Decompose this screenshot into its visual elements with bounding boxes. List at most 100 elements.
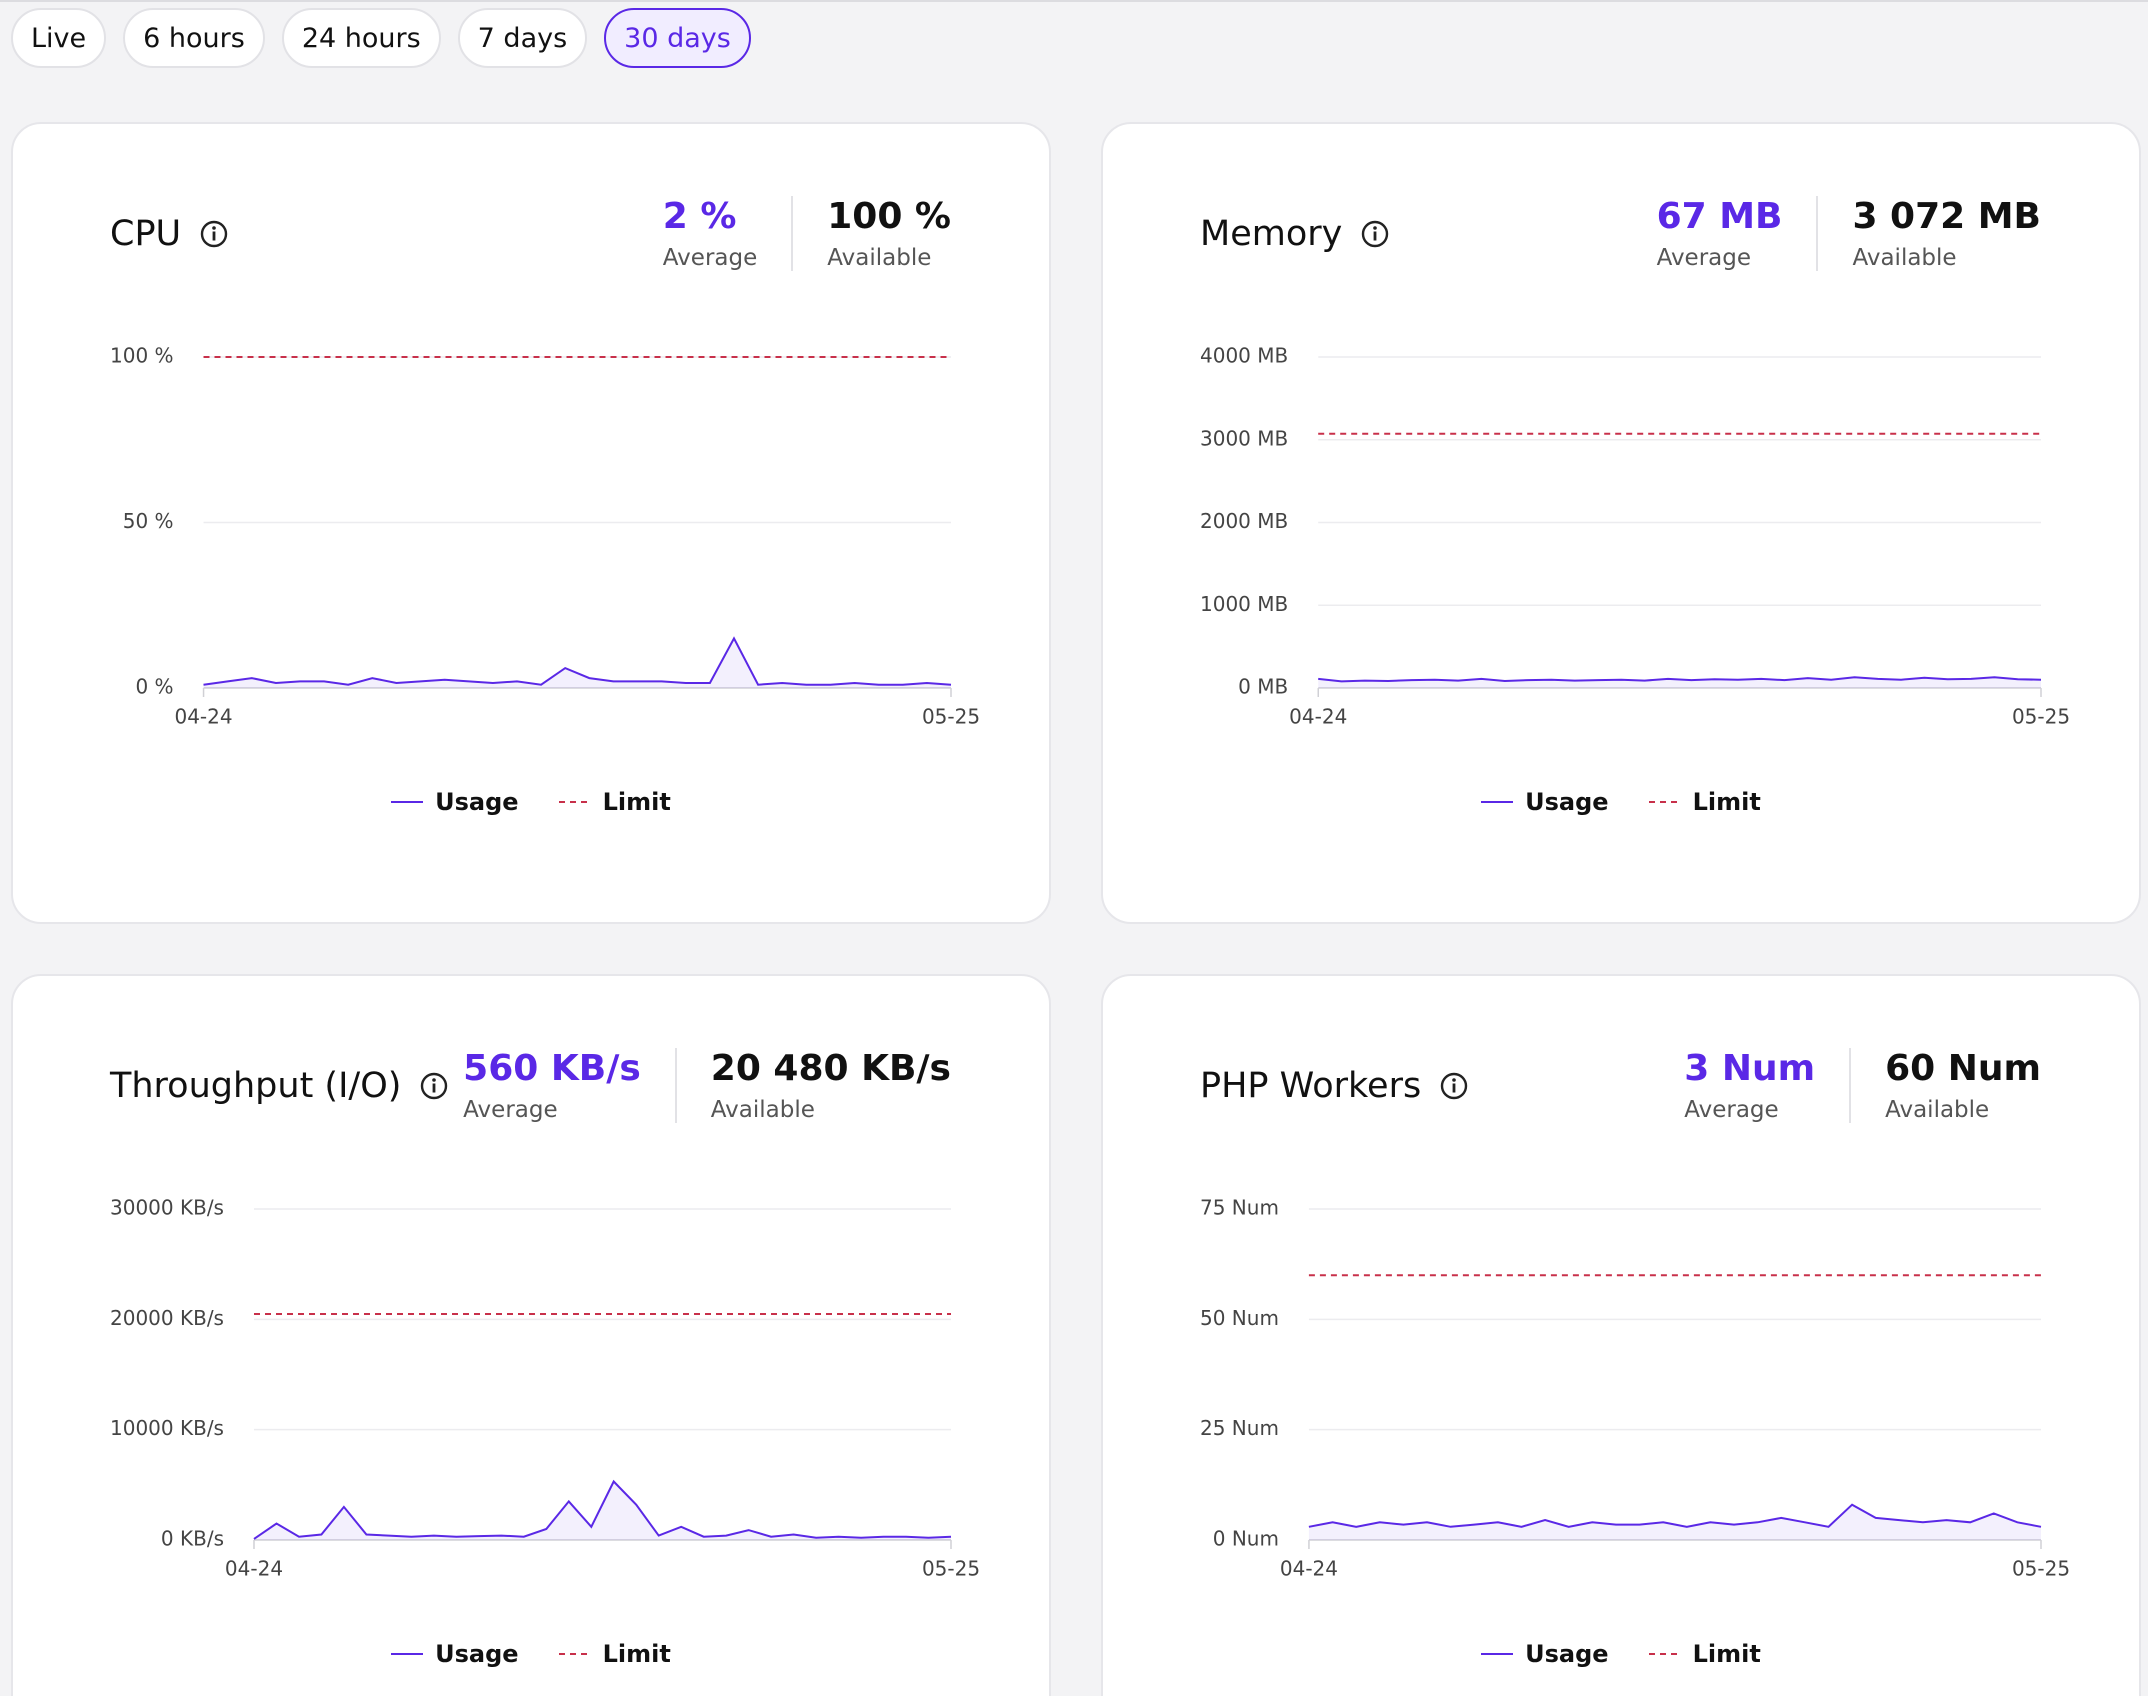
info-stem (433, 1083, 436, 1092)
stat-value: 3 Num (1684, 1048, 1816, 1089)
x-tick-label: 04-24 (174, 705, 232, 729)
range-tab[interactable]: 6 hours (123, 8, 265, 68)
chart: 0 MB 1000 MB 2000 MB 3000 MB 4000 MB 04-24 05-… (1200, 344, 2070, 729)
legend-swatch (391, 1653, 424, 1655)
stat: 67 MB Average (1657, 196, 1783, 271)
info-ring (200, 220, 228, 247)
legend-swatch (1481, 801, 1514, 803)
stat-label: Average (1656, 245, 1752, 271)
card-title: CPU (110, 214, 229, 254)
usage-area (1318, 677, 2041, 688)
stats: 67 MB Average 3 072 MB Available (1657, 196, 2041, 271)
range-tab[interactable]: 7 days (457, 8, 588, 68)
range-tabs: Live 6 hours 24 hours 7 days 30 days (11, 8, 751, 68)
stats: 3 Num Average 60 Num Available (1684, 1048, 2041, 1123)
legend-swatch (1481, 1653, 1514, 1655)
stats: 560 KB/s Average 20 480 KB/s Available (463, 1048, 951, 1123)
legend: Usage Limit (1103, 1640, 2139, 1668)
legend-swatch (558, 801, 591, 803)
stat: 20 480 KB/s Available (674, 1048, 951, 1123)
card-header: Throughput (I/O) 560 KB/s Average 20 480 KB… (110, 1048, 951, 1123)
metric-card: PHP Workers 3 Num Average 60 Num Available 0 … (1101, 974, 2141, 1696)
range-tab[interactable]: Live (11, 8, 107, 68)
legend-label: Usage (1525, 788, 1609, 816)
legend-label: Limit (602, 788, 671, 816)
info-stem (1452, 1083, 1456, 1092)
stat-value: 2 % (662, 196, 737, 237)
legend: Usage Limit (1103, 788, 2139, 816)
legend-item[interactable]: Limit (558, 1640, 671, 1668)
y-tick-label: 0 % (135, 675, 173, 699)
stat: 100 % Available (791, 196, 951, 271)
usage-line (253, 1479, 952, 1540)
stat: 3 072 MB Available (1816, 196, 2041, 271)
y-tick-label: 4000 MB (1200, 344, 1288, 368)
x-tick-label: 05-25 (2012, 1557, 2070, 1581)
y-tick-label: 75 Num (1200, 1196, 1279, 1220)
info-stem (1373, 231, 1377, 240)
card-title: PHP Workers (1200, 1066, 1469, 1106)
x-tick-label: 04-24 (1280, 1557, 1338, 1581)
stat-value: 67 MB (1656, 196, 1783, 237)
legend-item[interactable]: Usage (1481, 1640, 1609, 1668)
stat-label: Available (1852, 245, 1957, 271)
legend-label: Limit (602, 1640, 671, 1668)
stat: 2 % Average (663, 196, 757, 271)
stat: 3 Num Average (1684, 1048, 1815, 1123)
info-icon[interactable] (419, 1071, 449, 1101)
legend-item[interactable]: Limit (558, 788, 671, 816)
metric-card: CPU 2 % Average 100 % Available 0 % 50 % 100 % 0… (11, 122, 1051, 924)
legend-swatch (558, 1653, 591, 1655)
metric-card: Memory 67 MB Average 3 072 MB Available 0 MB 1… (1101, 122, 2141, 924)
y-tick-label: 50 Num (1200, 1306, 1279, 1330)
info-stem (212, 231, 216, 240)
y-tick-label: 3000 MB (1200, 426, 1288, 450)
legend-label: Usage (1525, 1640, 1609, 1668)
y-tick-label: 30000 KB/s (110, 1196, 224, 1220)
stat-label: Available (827, 245, 932, 271)
stats: 2 % Average 100 % Available (663, 196, 951, 271)
legend-item[interactable]: Usage (391, 788, 519, 816)
stat: 60 Num Available (1849, 1048, 2041, 1123)
stat-label: Average (463, 1097, 558, 1123)
info-icon[interactable] (1439, 1071, 1469, 1101)
info-dot (1373, 225, 1378, 230)
range-tab[interactable]: 30 days (604, 8, 751, 68)
info-dot (432, 1077, 437, 1082)
range-tab[interactable]: 24 hours (281, 8, 441, 68)
x-tick-label: 05-25 (922, 705, 980, 729)
legend-item[interactable]: Usage (391, 1640, 519, 1668)
card-header: CPU 2 % Average 100 % Available (110, 196, 951, 271)
info-ring (1441, 1072, 1468, 1099)
y-tick-label: 0 MB (1238, 675, 1288, 699)
title-text: PHP Workers (1200, 1065, 1422, 1106)
y-tick-label: 50 % (123, 509, 174, 533)
info-icon[interactable] (1360, 219, 1390, 249)
card-header: PHP Workers 3 Num Average 60 Num Available (1200, 1048, 2041, 1123)
y-tick-label: 20000 KB/s (110, 1306, 224, 1330)
stat-value: 100 % (827, 196, 951, 237)
y-tick-label: 2000 MB (1200, 509, 1288, 533)
info-icon[interactable] (199, 219, 229, 249)
x-tick-label: 04-24 (1289, 705, 1347, 729)
legend-item[interactable]: Limit (1648, 788, 1761, 816)
legend-label: Limit (1692, 788, 1761, 816)
legend-item[interactable]: Limit (1648, 1640, 1761, 1668)
y-tick-label: 100 % (110, 344, 174, 368)
legend-item[interactable]: Usage (1481, 788, 1609, 816)
stat: 560 KB/s Average (463, 1048, 641, 1123)
y-tick-label: 1000 MB (1200, 592, 1288, 616)
stat-label: Average (662, 245, 758, 271)
y-tick-label: 10000 KB/s (110, 1416, 224, 1440)
card-header: Memory 67 MB Average 3 072 MB Available (1200, 196, 2041, 271)
title-text: Memory (1200, 213, 1343, 254)
info-ring (421, 1072, 448, 1099)
usage-line (1318, 676, 2042, 683)
legend: Usage Limit (13, 788, 1049, 816)
stat-value: 560 KB/s (463, 1048, 641, 1089)
stat-value: 60 Num (1885, 1048, 2041, 1089)
title-text: Throughput (I/O) (110, 1065, 402, 1106)
info-dot (1452, 1077, 1457, 1082)
stat-label: Available (1885, 1097, 1990, 1123)
x-tick-label: 05-25 (2012, 705, 2070, 729)
